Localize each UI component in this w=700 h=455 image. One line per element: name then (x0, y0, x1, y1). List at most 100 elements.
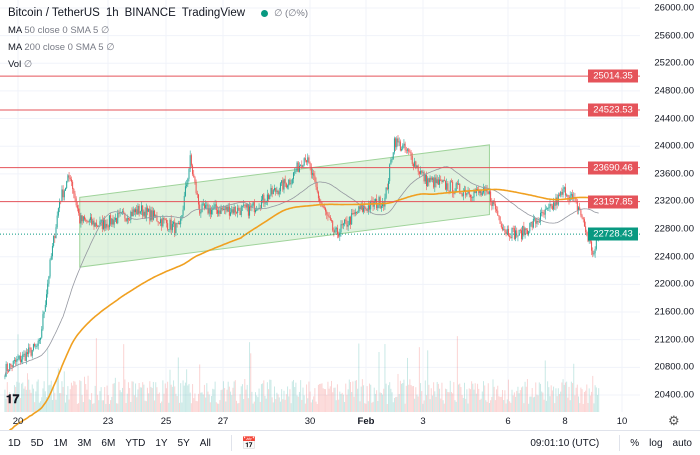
volume-bar (37, 379, 39, 412)
volume-bar (135, 383, 137, 412)
range-1y[interactable]: 1Y (155, 437, 168, 449)
volume-bar (114, 377, 116, 412)
candle-body (570, 194, 572, 196)
price-tick: 22400.00 (654, 251, 694, 263)
candle-body (192, 165, 194, 175)
candle-body (37, 340, 39, 346)
auto-toggle[interactable]: auto (672, 437, 692, 449)
volume-bar (334, 387, 336, 412)
level-price-label[interactable]: 25014.35 (588, 69, 638, 83)
candle-body (9, 363, 11, 372)
volume-bar (291, 381, 293, 412)
range-1d[interactable]: 1D (8, 437, 21, 449)
candle-body (547, 207, 549, 209)
candle-body (430, 177, 432, 180)
volume-bar (448, 392, 450, 412)
candle-body (328, 216, 330, 217)
candle-body (405, 149, 407, 151)
range-1m[interactable]: 1M (53, 437, 68, 449)
price-tick: 22800.00 (654, 223, 694, 235)
candle-body (371, 200, 373, 202)
candle-body (447, 183, 449, 191)
volume-bar (48, 385, 50, 412)
level-price-label[interactable]: 23197.85 (588, 195, 638, 209)
candle-body (593, 253, 595, 255)
candle-body (88, 220, 90, 223)
volume-bar (423, 400, 425, 412)
candle-body (308, 157, 310, 163)
candle-body (402, 145, 404, 150)
volume-bar (101, 400, 103, 412)
volume-bar (196, 401, 198, 412)
candle-body (32, 344, 34, 351)
range-5y[interactable]: 5Y (177, 437, 190, 449)
settings-gear-icon[interactable]: ⚙ (668, 413, 680, 428)
volume-bar (472, 383, 474, 412)
volume-bar (331, 380, 332, 412)
volume-bar (550, 385, 552, 412)
tradingview-logo[interactable]: 𝟏𝟕 (6, 392, 20, 406)
candle-body (331, 219, 332, 221)
volume-bar (523, 403, 525, 412)
level-price-label[interactable]: 23690.46 (588, 161, 638, 175)
candle-body (54, 235, 56, 239)
log-toggle[interactable]: log (649, 437, 663, 449)
volume-bar (396, 396, 398, 412)
clock[interactable]: 09:01:10 (UTC) (530, 437, 600, 449)
candle-body (148, 208, 150, 212)
volume-bar (409, 379, 411, 412)
volume-bar (272, 402, 274, 412)
candle-body (79, 213, 81, 224)
volume-bar (198, 393, 199, 412)
volume-bar (486, 401, 488, 412)
candle-body (123, 211, 125, 213)
volume-bar (477, 383, 479, 412)
volume-bar (99, 391, 101, 412)
volume-bar (270, 379, 272, 412)
indicator-ma50[interactable]: MA 50 close 0 SMA 5 ∅ (8, 25, 110, 36)
candle-body (133, 209, 135, 213)
percent-toggle[interactable]: % (630, 437, 640, 449)
volume-bar (415, 387, 417, 412)
candle-body (537, 220, 539, 222)
volume-bar (587, 403, 589, 412)
volume-bar (148, 393, 150, 412)
indicator-ma200[interactable]: MA 200 close 0 SMA 5 ∅ (8, 42, 115, 53)
candle-body (110, 215, 112, 225)
volume-bar (333, 387, 335, 412)
volume-bar (181, 402, 183, 412)
candle-body (426, 175, 427, 186)
candle-body (55, 227, 57, 239)
range-all[interactable]: All (199, 437, 211, 449)
level-price-label[interactable]: 24523.53 (588, 103, 638, 117)
volume-bar (47, 348, 49, 412)
volume-bar (352, 381, 354, 412)
candle-body (99, 221, 101, 227)
candle-body (89, 217, 91, 221)
candle-body (500, 223, 502, 228)
volume-bar (418, 347, 420, 412)
volume-bar (139, 387, 141, 412)
price-tick: 24800.00 (654, 85, 694, 97)
volume-bar (548, 387, 550, 412)
price-tick: 23600.00 (654, 168, 694, 180)
candle-body (467, 191, 469, 194)
candle-body (87, 221, 89, 223)
goto-date-icon[interactable]: 📅 (241, 436, 257, 450)
volume-bar (95, 338, 97, 412)
volume-bar (284, 399, 286, 412)
candle-body (542, 211, 544, 214)
volume-bar (575, 387, 577, 412)
price-chart[interactable] (0, 0, 700, 430)
range-3m[interactable]: 3M (77, 437, 92, 449)
candle-body (137, 205, 139, 215)
volume-bar (19, 398, 21, 412)
volume-bar (184, 382, 186, 412)
range-6m[interactable]: 6M (101, 437, 116, 449)
candle-body (502, 227, 503, 230)
range-5d[interactable]: 5D (30, 437, 44, 449)
volume-bar (450, 391, 452, 412)
indicator-volume[interactable]: Vol ∅ (8, 59, 33, 70)
range-ytd[interactable]: YTD (125, 437, 146, 449)
symbol-title[interactable]: Bitcoin / TetherUS 1h BINANCE TradingVie… (8, 5, 308, 22)
